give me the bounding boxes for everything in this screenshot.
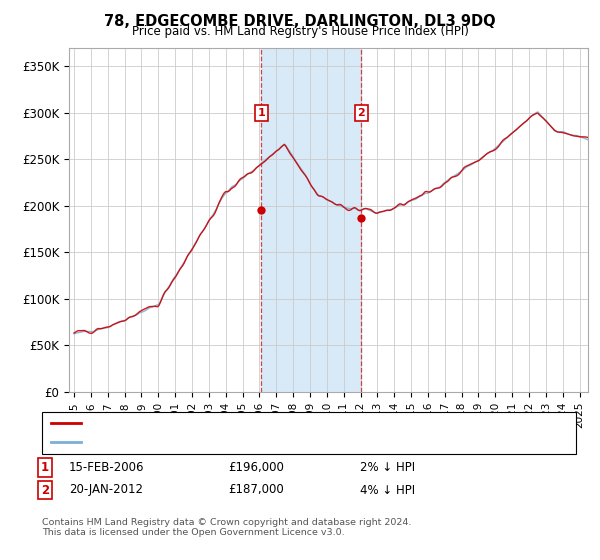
Text: 4% ↓ HPI: 4% ↓ HPI — [360, 483, 415, 497]
Text: 2: 2 — [358, 108, 365, 118]
Text: £196,000: £196,000 — [228, 461, 284, 474]
Text: 78, EDGECOMBE DRIVE, DARLINGTON, DL3 9DQ: 78, EDGECOMBE DRIVE, DARLINGTON, DL3 9DQ — [104, 14, 496, 29]
Text: 78, EDGECOMBE DRIVE, DARLINGTON, DL3 9DQ (detached house): 78, EDGECOMBE DRIVE, DARLINGTON, DL3 9DQ… — [87, 418, 433, 428]
Text: 1: 1 — [41, 461, 49, 474]
Bar — [262, 48, 361, 392]
Text: £187,000: £187,000 — [228, 483, 284, 497]
Text: HPI: Average price, detached house, Darlington: HPI: Average price, detached house, Darl… — [87, 437, 335, 447]
Text: 20-JAN-2012: 20-JAN-2012 — [69, 483, 143, 497]
Text: 2: 2 — [41, 483, 49, 497]
Text: 15-FEB-2006: 15-FEB-2006 — [69, 461, 145, 474]
Text: Contains HM Land Registry data © Crown copyright and database right 2024.
This d: Contains HM Land Registry data © Crown c… — [42, 518, 412, 538]
Text: 2% ↓ HPI: 2% ↓ HPI — [360, 461, 415, 474]
Text: Price paid vs. HM Land Registry's House Price Index (HPI): Price paid vs. HM Land Registry's House … — [131, 25, 469, 38]
Text: 1: 1 — [257, 108, 265, 118]
